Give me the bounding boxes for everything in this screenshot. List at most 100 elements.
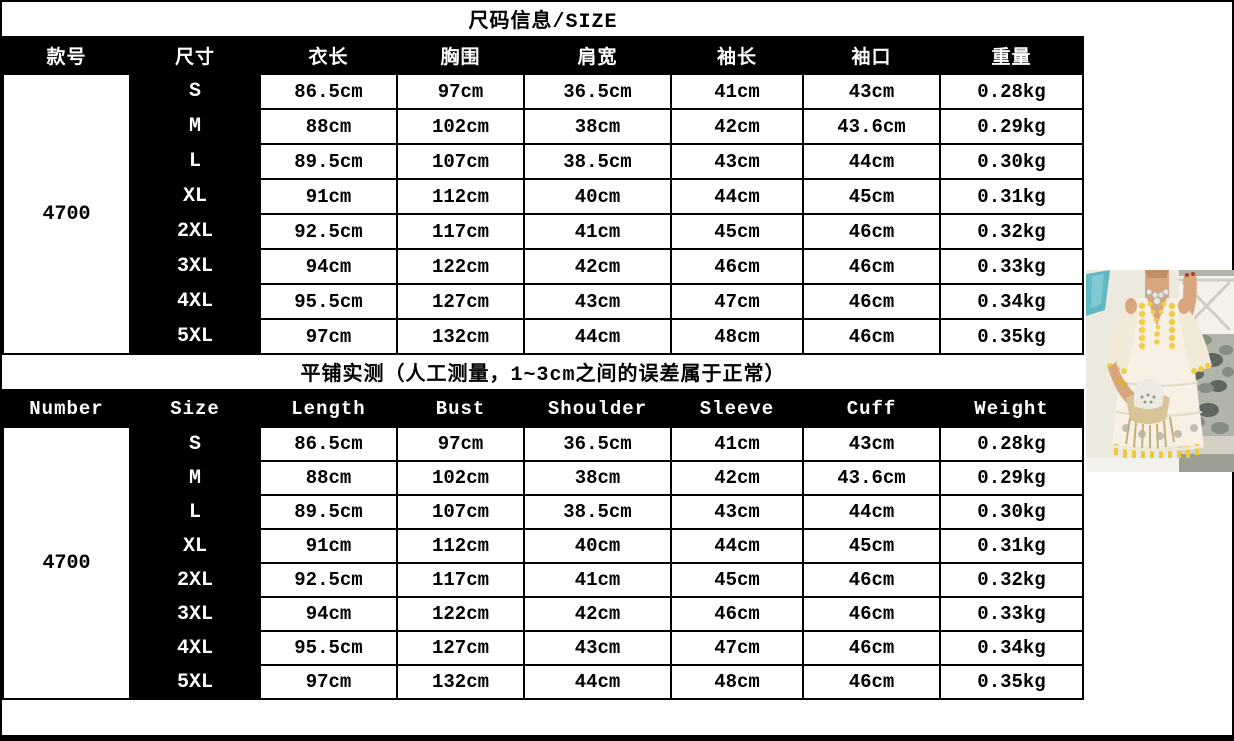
- measurement-cell: 0.35kg: [938, 664, 1085, 700]
- measurement-cell: 43cm: [523, 283, 672, 320]
- size-label-cell: 2XL: [129, 562, 261, 598]
- measurement-cell: 127cm: [396, 630, 525, 666]
- measurement-note: 平铺实测（人工测量，1~3cm之间的误差属于正常）: [3, 355, 1084, 390]
- column-header-4: 肩宽: [523, 36, 672, 75]
- table-title-row: 尺码信息/SIZE: [3, 2, 1084, 37]
- measurement-cell: 97cm: [396, 426, 525, 462]
- measurement-cell: 46cm: [802, 318, 941, 355]
- measurement-cell: 0.28kg: [938, 73, 1085, 110]
- measurement-cell: 95.5cm: [259, 283, 398, 320]
- column-header-3: Bust: [396, 389, 525, 428]
- measurement-cell: 41cm: [670, 426, 804, 462]
- size-label-cell: 5XL: [129, 664, 261, 700]
- product-number-cell: 4700: [2, 426, 131, 700]
- size-label-cell: M: [129, 460, 261, 496]
- product-photo: [1086, 270, 1234, 472]
- column-header-2: 衣长: [259, 36, 398, 75]
- measurement-cell: 102cm: [396, 108, 525, 145]
- size-tables: 尺码信息/SIZE 款号 尺寸 衣长 胸围 肩宽 袖长 袖口 重量 4700 S 86.5cm 97…: [2, 2, 1085, 700]
- measurement-cell: 43cm: [802, 426, 941, 462]
- measurement-cell: 132cm: [396, 664, 525, 700]
- table-body: 4700 S 86.5cm 97cm 36.5cm 41cm 43cm 0.28kg M 88cm…: [2, 426, 1085, 700]
- size-row-XL: XL 91cm 112cm 40cm 44cm 45cm 0.31kg: [3, 178, 1085, 215]
- measurement-cell: 46cm: [670, 596, 804, 632]
- measurement-cell: 0.31kg: [938, 528, 1085, 564]
- measurement-cell: 0.30kg: [938, 494, 1085, 530]
- measurement-cell: 122cm: [396, 248, 525, 285]
- measurement-cell: 38cm: [523, 460, 672, 496]
- measurement-cell: 44cm: [802, 143, 941, 180]
- measurement-cell: 42cm: [523, 248, 672, 285]
- measurement-cell: 0.33kg: [938, 248, 1085, 285]
- measurement-cell: 0.35kg: [938, 318, 1085, 355]
- measurement-cell: 45cm: [802, 178, 941, 215]
- column-header-5: Sleeve: [670, 389, 804, 428]
- measurement-cell: 45cm: [670, 213, 804, 250]
- size-row-3XL: 3XL 94cm 122cm 42cm 46cm 46cm 0.33kg: [3, 596, 1085, 632]
- size-row-2XL: 2XL 92.5cm 117cm 41cm 45cm 46cm 0.32kg: [3, 213, 1085, 250]
- size-label-cell: 2XL: [129, 213, 261, 250]
- column-header-3: 胸围: [396, 36, 525, 75]
- measurement-cell: 0.29kg: [938, 108, 1085, 145]
- measurement-cell: 91cm: [259, 528, 398, 564]
- measurement-cell: 92.5cm: [259, 213, 398, 250]
- measurement-cell: 42cm: [523, 596, 672, 632]
- measurement-cell: 44cm: [670, 178, 804, 215]
- measurement-cell: 95.5cm: [259, 630, 398, 666]
- size-table-en: 平铺实测（人工测量，1~3cm之间的误差属于正常） Number Size Leng…: [2, 355, 1085, 700]
- measurement-cell: 0.33kg: [938, 596, 1085, 632]
- measurement-cell: 42cm: [670, 460, 804, 496]
- measurement-cell: 127cm: [396, 283, 525, 320]
- measurement-cell: 38.5cm: [523, 494, 672, 530]
- measurement-cell: 88cm: [259, 108, 398, 145]
- product-number-cell: 4700: [2, 73, 131, 355]
- column-header-row: Number Size Length Bust Shoulder Sleeve Cuff We…: [2, 389, 1085, 428]
- column-header-7: 重量: [938, 36, 1085, 75]
- measurement-cell: 43cm: [670, 143, 804, 180]
- size-label-cell: L: [129, 494, 261, 530]
- column-header-row: 款号 尺寸 衣长 胸围 肩宽 袖长 袖口 重量: [2, 36, 1085, 75]
- measurement-cell: 47cm: [670, 630, 804, 666]
- table-note-row: 平铺实测（人工测量，1~3cm之间的误差属于正常）: [3, 355, 1084, 390]
- measurement-cell: 40cm: [523, 528, 672, 564]
- measurement-cell: 112cm: [396, 178, 525, 215]
- measurement-cell: 42cm: [670, 108, 804, 145]
- measurement-cell: 46cm: [802, 596, 941, 632]
- measurement-cell: 47cm: [670, 283, 804, 320]
- size-row-2XL: 2XL 92.5cm 117cm 41cm 45cm 46cm 0.32kg: [3, 562, 1085, 598]
- measurement-cell: 0.28kg: [938, 426, 1085, 462]
- measurement-cell: 94cm: [259, 596, 398, 632]
- size-row-L: L 89.5cm 107cm 38.5cm 43cm 44cm 0.30kg: [3, 494, 1085, 530]
- size-row-5XL: 5XL 97cm 132cm 44cm 48cm 46cm 0.35kg: [3, 664, 1085, 700]
- measurement-cell: 48cm: [670, 318, 804, 355]
- measurement-cell: 44cm: [523, 318, 672, 355]
- measurement-cell: 38.5cm: [523, 143, 672, 180]
- measurement-cell: 86.5cm: [259, 73, 398, 110]
- column-header-7: Weight: [938, 389, 1085, 428]
- size-row-M: M 88cm 102cm 38cm 42cm 43.6cm 0.29kg: [3, 108, 1085, 145]
- measurement-cell: 46cm: [802, 213, 941, 250]
- size-row-M: M 88cm 102cm 38cm 42cm 43.6cm 0.29kg: [3, 460, 1085, 496]
- measurement-cell: 97cm: [259, 664, 398, 700]
- measurement-cell: 132cm: [396, 318, 525, 355]
- measurement-cell: 48cm: [670, 664, 804, 700]
- column-header-0: Number: [2, 389, 131, 428]
- size-row-XL: XL 91cm 112cm 40cm 44cm 45cm 0.31kg: [3, 528, 1085, 564]
- size-table-cn: 尺码信息/SIZE 款号 尺寸 衣长 胸围 肩宽 袖长 袖口 重量 4700 S 86.5cm 97…: [2, 2, 1085, 355]
- measurement-cell: 36.5cm: [523, 426, 672, 462]
- measurement-cell: 122cm: [396, 596, 525, 632]
- measurement-cell: 0.30kg: [938, 143, 1085, 180]
- measurement-cell: 89.5cm: [259, 494, 398, 530]
- measurement-cell: 107cm: [396, 143, 525, 180]
- measurement-cell: 0.29kg: [938, 460, 1085, 496]
- size-label-cell: S: [129, 426, 261, 462]
- size-row-L: L 89.5cm 107cm 38.5cm 43cm 44cm 0.30kg: [3, 143, 1085, 180]
- measurement-cell: 107cm: [396, 494, 525, 530]
- size-label-cell: 4XL: [129, 630, 261, 666]
- column-header-4: Shoulder: [523, 389, 672, 428]
- measurement-cell: 43cm: [670, 494, 804, 530]
- size-label-cell: 4XL: [129, 283, 261, 320]
- product-photo-illustration: [1086, 270, 1234, 472]
- measurement-cell: 46cm: [802, 664, 941, 700]
- measurement-cell: 88cm: [259, 460, 398, 496]
